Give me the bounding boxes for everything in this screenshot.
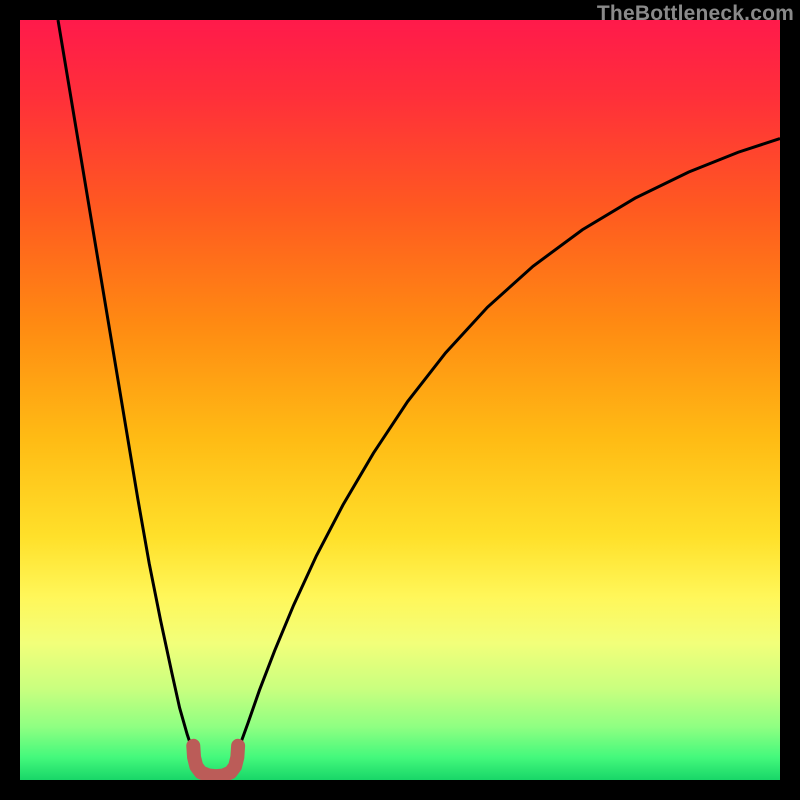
chart-background <box>20 20 780 780</box>
bottleneck-chart <box>20 20 780 780</box>
